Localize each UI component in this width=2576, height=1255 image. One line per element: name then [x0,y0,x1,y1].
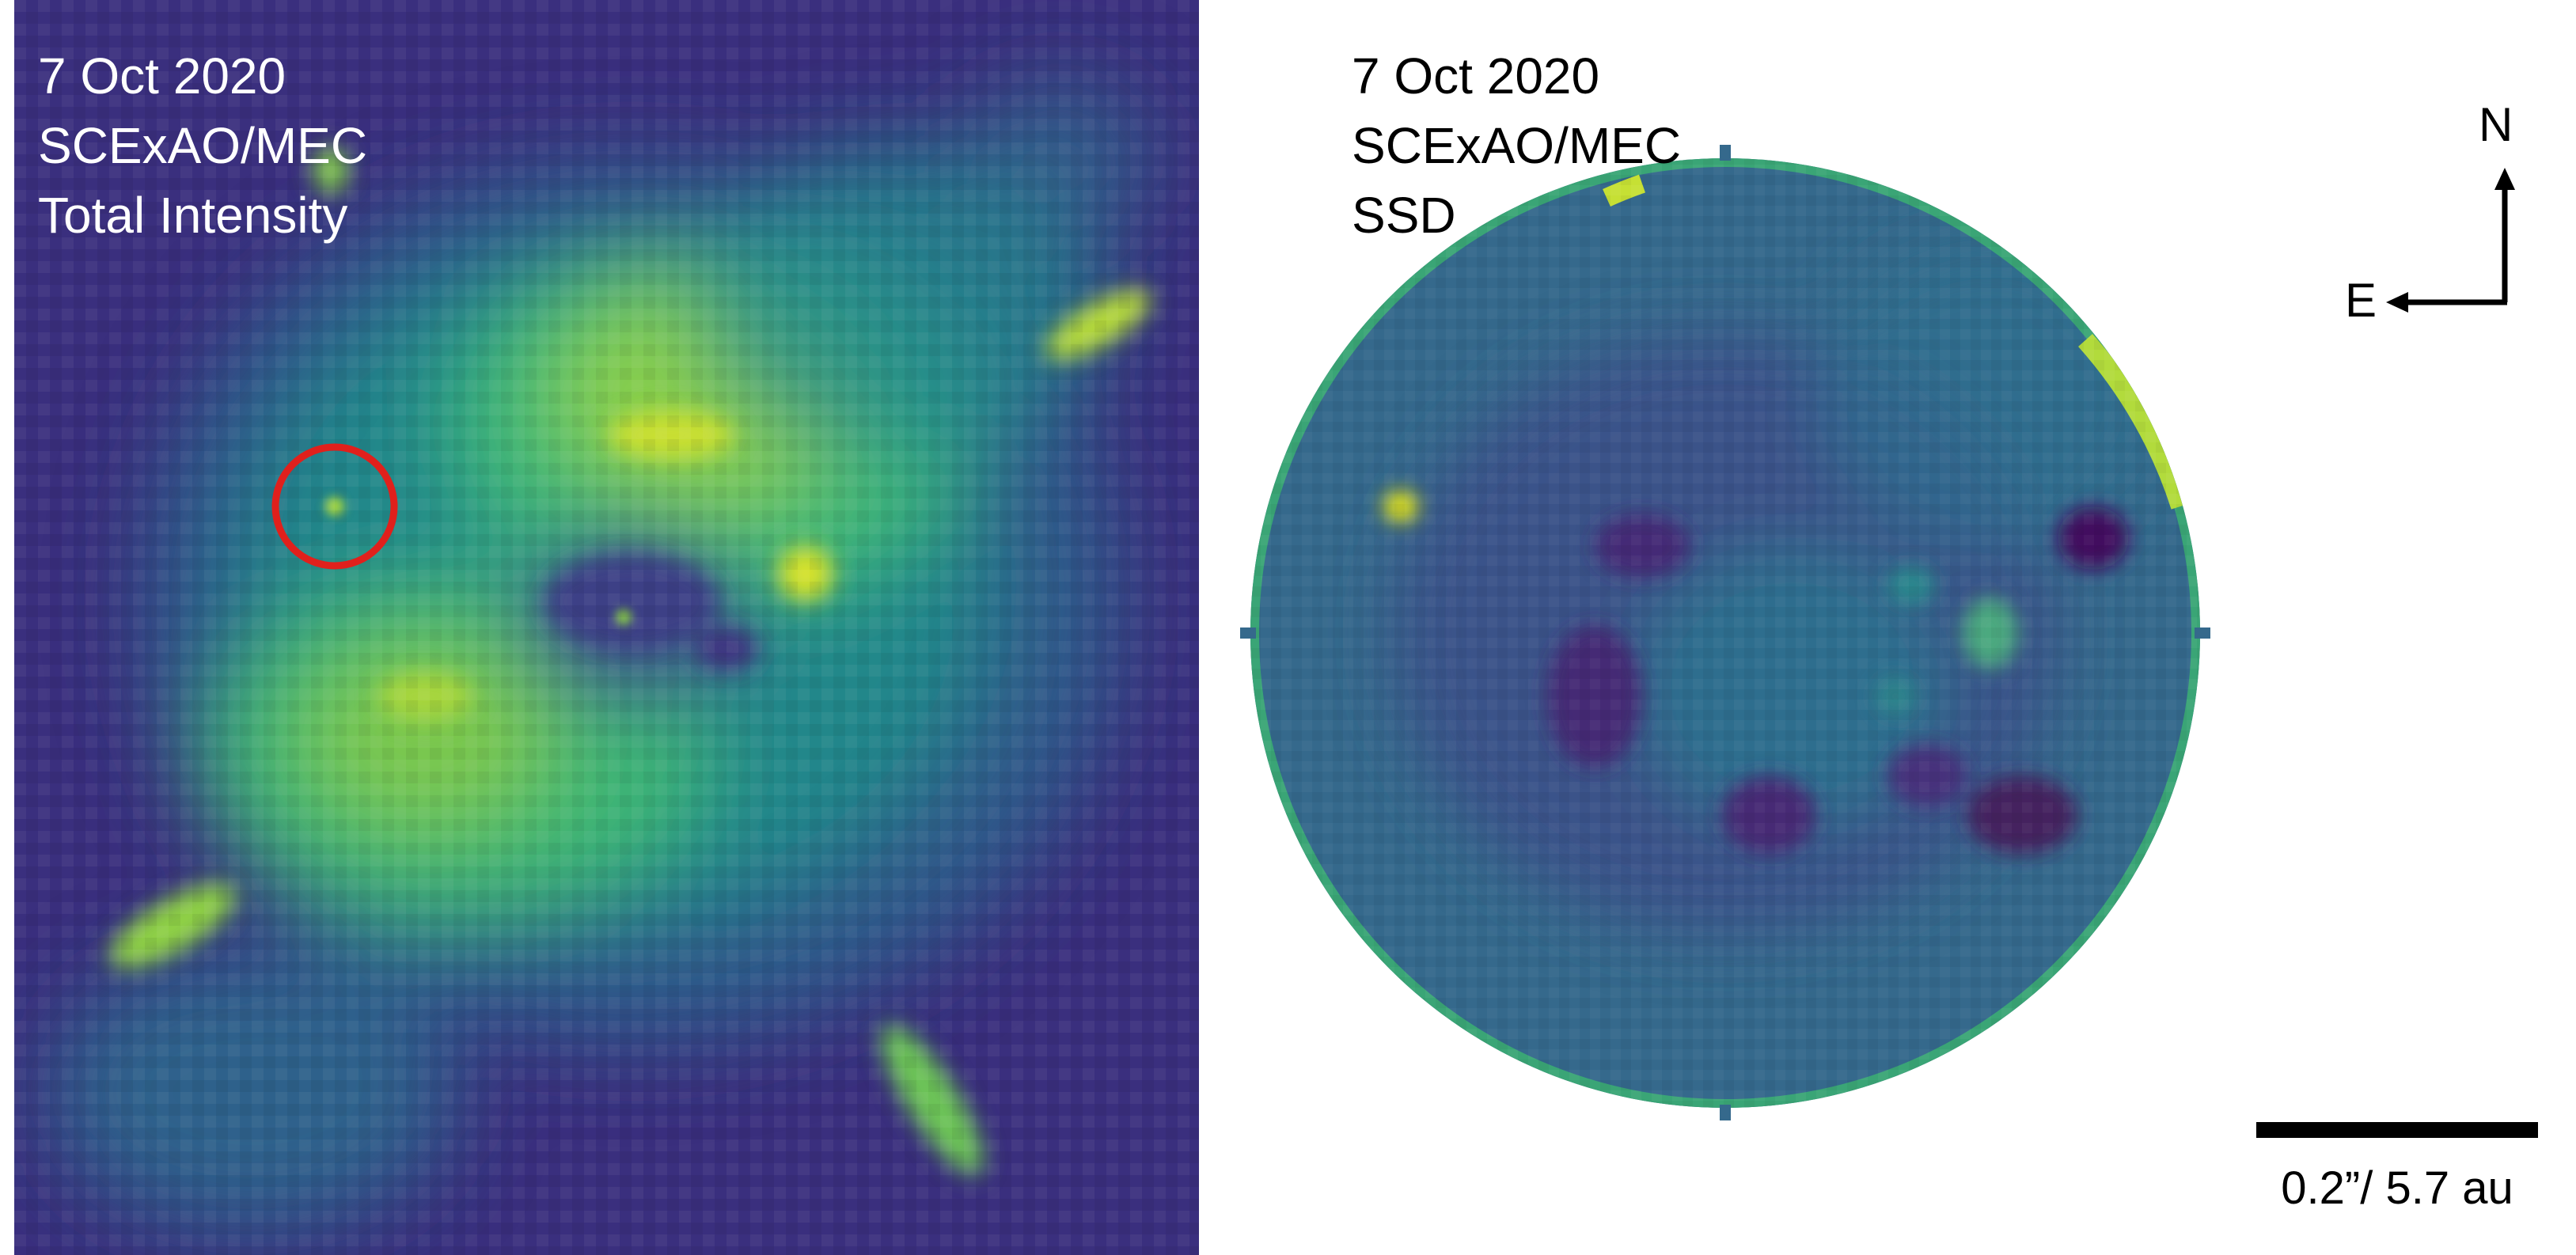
total-intensity-image [14,0,1199,1255]
compass-east-label: E [2345,274,2377,327]
compass-north-label: N [2479,98,2513,151]
ssd-panel: 7 Oct 2020 SCExAO/MEC SSD N E 0.2”/ 5.7 … [1199,0,2576,1255]
left-caption-mode: Total Intensity [38,187,348,244]
ssd-disc [1250,158,2200,1108]
planet-marker-circle [271,443,398,570]
right-caption-mode: SSD [1352,187,1456,244]
right-caption-date: 7 Oct 2020 [1352,47,1600,104]
ssd-image [1240,145,2538,1138]
left-caption-instrument: SCExAO/MEC [38,117,368,174]
right-panel-caption: 7 Oct 2020 SCExAO/MEC SSD [1352,41,1681,250]
right-caption-instrument: SCExAO/MEC [1352,117,1682,174]
compass-icon [2386,168,2515,313]
scale-bar-label: 0.2”/ 5.7 au [2281,1162,2513,1214]
left-panel-caption: 7 Oct 2020 SCExAO/MEC Total Intensity [38,41,367,250]
total-intensity-panel: 7 Oct 2020 SCExAO/MEC Total Intensity [14,0,1199,1255]
left-caption-date: 7 Oct 2020 [38,47,286,104]
scale-bar [2256,1122,2538,1138]
